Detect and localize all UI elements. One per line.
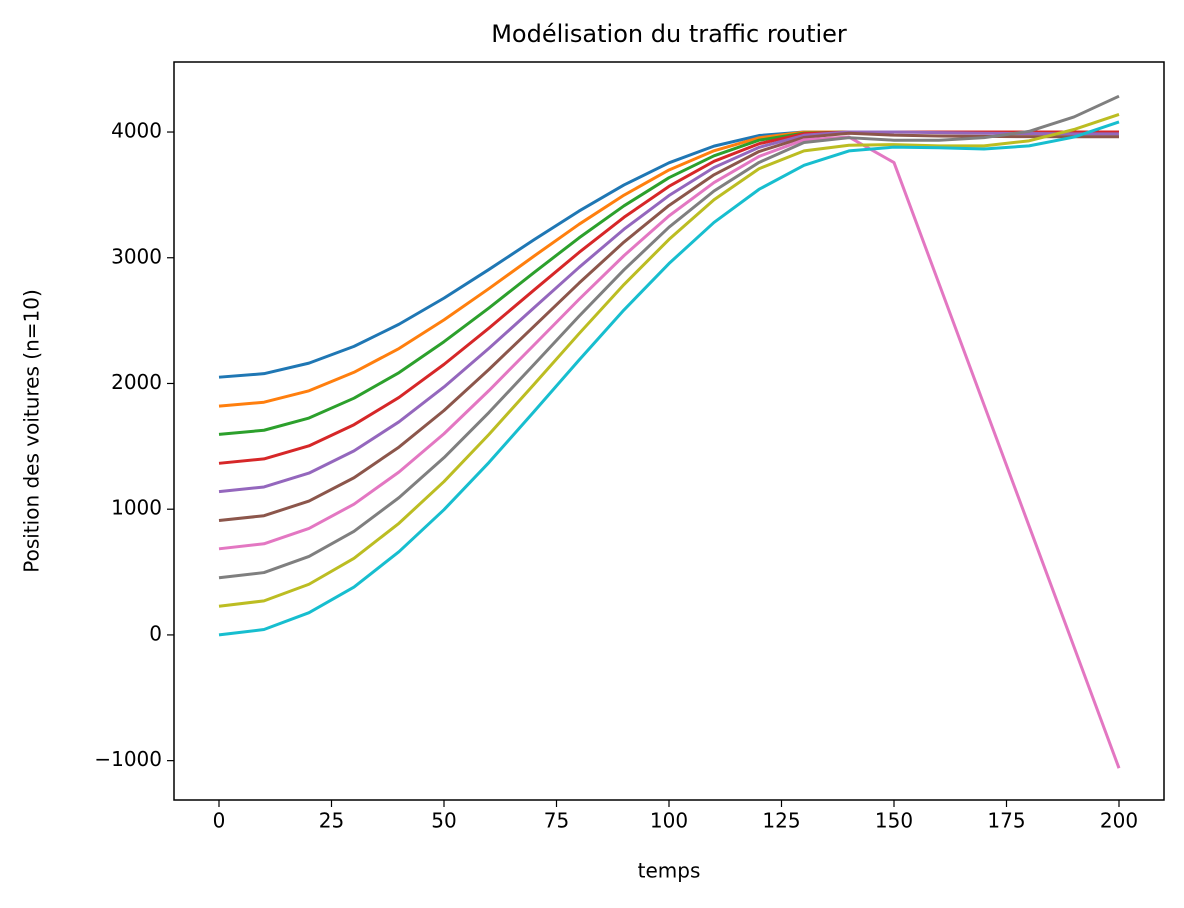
y-tick-label: −1000 bbox=[94, 747, 162, 771]
x-tick-label: 0 bbox=[213, 809, 226, 833]
y-tick-label: 1000 bbox=[111, 496, 162, 520]
chart-title: Modélisation du traffic routier bbox=[491, 20, 847, 48]
series-line bbox=[218, 113, 1120, 608]
series-line bbox=[218, 130, 1119, 465]
series-line bbox=[218, 130, 1119, 436]
x-axis-label: temps bbox=[638, 859, 701, 883]
series-line bbox=[218, 135, 1121, 769]
x-tick-label: 175 bbox=[987, 809, 1025, 833]
x-tick-label: 75 bbox=[544, 809, 569, 833]
plot-frame bbox=[173, 61, 1165, 801]
y-tick-label: 3000 bbox=[111, 244, 162, 268]
x-tick-label: 150 bbox=[875, 809, 913, 833]
x-tick-label: 200 bbox=[1100, 809, 1138, 833]
y-axis-label: Position des voitures (n=10) bbox=[20, 289, 44, 573]
y-tick-label: 2000 bbox=[111, 370, 162, 394]
y-tick-label: 4000 bbox=[111, 119, 162, 143]
series-line bbox=[218, 130, 1119, 494]
x-tick-label: 100 bbox=[650, 809, 688, 833]
x-tick-label: 50 bbox=[431, 809, 456, 833]
x-tick-label: 125 bbox=[762, 809, 800, 833]
series-line bbox=[218, 130, 1119, 408]
x-tick-label: 25 bbox=[319, 809, 344, 833]
series-line bbox=[218, 131, 1119, 523]
series-line bbox=[218, 94, 1120, 580]
y-tick-label: 0 bbox=[149, 621, 162, 645]
series-line bbox=[218, 120, 1120, 637]
